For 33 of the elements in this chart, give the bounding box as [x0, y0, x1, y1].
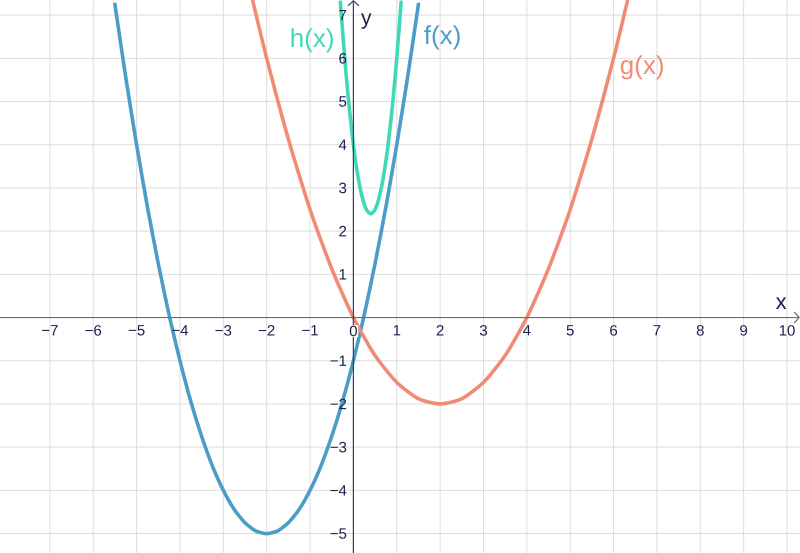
y-axis-title: y — [361, 13, 372, 29]
y-tick-label: −4 — [330, 485, 346, 496]
y-tick-label: 5 — [339, 96, 346, 107]
x-tick-label: 6 — [610, 325, 618, 336]
x-tick-label: 3 — [480, 325, 487, 336]
x-tick-label: 10 — [780, 325, 795, 336]
x-tick-label: 9 — [740, 325, 748, 336]
y-tick-label: −3 — [330, 442, 346, 452]
y-tick-label: 3 — [339, 182, 346, 194]
x-tick-label: 2 — [436, 325, 444, 336]
y-tick-label: 4 — [338, 140, 346, 150]
x-tick-label: −2 — [258, 325, 274, 336]
y-tick-label: −5 — [330, 528, 346, 539]
y-tick-label: 7 — [339, 10, 346, 20]
x-tick-label: −1 — [302, 325, 318, 336]
x-tick-label: −5 — [128, 325, 145, 336]
x-tick-label: 7 — [654, 325, 660, 336]
x-tick-label: −6 — [85, 325, 102, 336]
series-label: g(x) — [620, 55, 663, 80]
series-label: f(x) — [424, 25, 460, 50]
x-tick-label: 5 — [566, 325, 574, 336]
y-tick-label: 1 — [340, 269, 346, 280]
y-tick-label: 2 — [339, 226, 346, 236]
x-tick-label: 0 — [350, 326, 357, 336]
x-tick-label: −3 — [215, 325, 232, 336]
series-label: h(x) — [292, 28, 333, 52]
line-series — [338, 0, 403, 216]
x-tick-label: 4 — [523, 325, 531, 336]
x-tick-label: −7 — [42, 325, 58, 336]
x-tick-label: 1 — [394, 325, 400, 336]
x-tick-label: 8 — [696, 325, 704, 336]
y-tick-label: −1 — [330, 356, 346, 366]
x-axis-title: x — [776, 297, 786, 309]
